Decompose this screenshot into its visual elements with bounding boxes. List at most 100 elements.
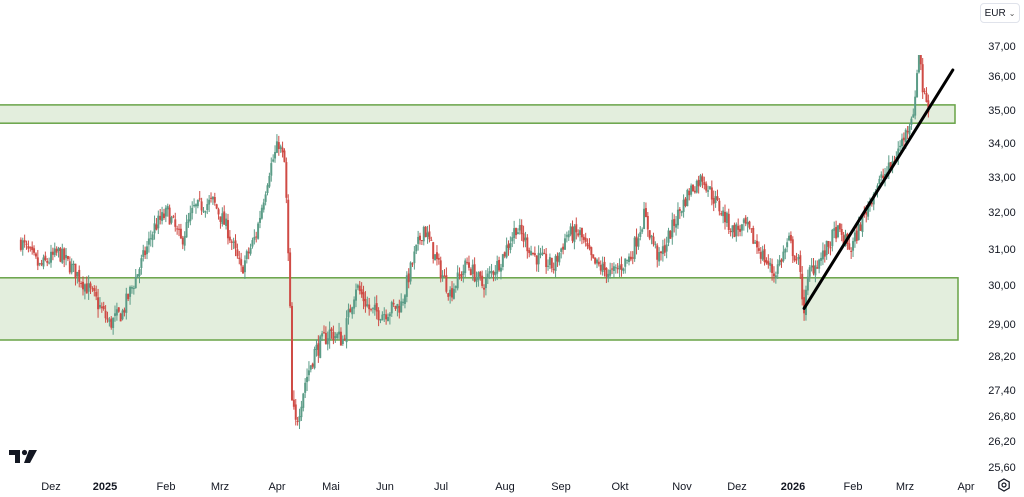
- tradingview-logo-icon: [9, 449, 37, 463]
- candle-body: [168, 207, 171, 225]
- candle-435: [838, 222, 841, 233]
- candle-body: [136, 274, 139, 278]
- candle-body: [575, 224, 578, 233]
- candle-body: [430, 239, 433, 241]
- candle-body: [825, 240, 828, 256]
- candle-body: [718, 200, 721, 212]
- settings-gear-icon[interactable]: [997, 478, 1011, 492]
- x-tick-label: 2026: [781, 481, 805, 493]
- candle-body: [780, 259, 783, 263]
- x-tick-label: Okt: [611, 481, 628, 493]
- candle-body: [19, 239, 22, 250]
- candle-body: [483, 287, 486, 290]
- trendline-layer: [802, 68, 955, 310]
- candle-body: [835, 226, 838, 239]
- candle-226: [445, 267, 448, 294]
- currency-selector[interactable]: EUR ⌄: [980, 3, 1020, 23]
- candle-396: [765, 257, 768, 265]
- candle-body: [258, 217, 261, 223]
- candle-145: [292, 390, 295, 410]
- candle-body: [343, 338, 346, 340]
- y-tick-label: 26,20: [988, 436, 1016, 448]
- candle-body: [595, 259, 598, 264]
- candle-231: [454, 285, 457, 293]
- candle-300: [584, 232, 587, 247]
- candle-body: [281, 147, 284, 153]
- candle-body: [494, 271, 497, 276]
- candle-body: [648, 230, 651, 239]
- candle-274: [535, 255, 538, 272]
- candle-243: [477, 271, 480, 287]
- candle-106: [219, 216, 222, 229]
- candle-222: [437, 253, 440, 265]
- candle-320: [622, 267, 625, 274]
- candle-357: [692, 184, 695, 192]
- candle-body: [119, 313, 122, 322]
- candle-body: [897, 148, 900, 159]
- candle-body: [341, 339, 344, 345]
- candle-body: [720, 213, 723, 215]
- candle-267: [522, 225, 525, 248]
- candle-434: [836, 224, 839, 239]
- candle-79: [168, 204, 171, 225]
- candle-258: [505, 237, 508, 259]
- candle-54: [121, 308, 124, 321]
- candle-body: [699, 175, 702, 186]
- candle-25: [66, 255, 69, 262]
- candle-381: [737, 218, 740, 237]
- candle-body: [757, 248, 760, 251]
- candle-24: [65, 247, 68, 266]
- currency-label: EUR: [984, 7, 1006, 19]
- candle-body: [106, 318, 109, 320]
- candle-419: [808, 264, 811, 282]
- candle-362: [701, 173, 704, 189]
- candle-body: [708, 186, 711, 190]
- candle-39: [93, 285, 96, 297]
- candle-body: [146, 246, 149, 255]
- candle-body: [852, 241, 855, 251]
- candle-329: [639, 226, 642, 241]
- candle-body: [460, 274, 463, 277]
- candle-body: [313, 349, 316, 369]
- candle-210: [415, 244, 418, 255]
- candle-87: [183, 231, 186, 251]
- candle-327: [635, 228, 638, 255]
- candle-body: [50, 251, 52, 263]
- candle-body: [829, 247, 832, 249]
- candle-body: [272, 159, 275, 162]
- candle-body: [917, 54, 920, 73]
- candle-240: [471, 259, 474, 281]
- candle-body: [87, 283, 90, 292]
- candle-body: [676, 209, 679, 226]
- candle-body: [597, 261, 600, 265]
- candle-50: [114, 305, 117, 322]
- candle-66: [144, 246, 147, 259]
- candle-176: [351, 306, 354, 319]
- candle-181: [360, 282, 363, 298]
- candle-body: [827, 241, 830, 247]
- candle-309: [601, 256, 604, 276]
- candle-body: [411, 263, 414, 265]
- x-tick-label: Feb: [157, 481, 176, 493]
- candle-236: [464, 258, 467, 278]
- candle-body: [287, 199, 290, 254]
- candle-body: [400, 301, 403, 313]
- candle-body: [701, 176, 704, 182]
- candle-330: [641, 227, 644, 234]
- candle-body: [353, 299, 356, 309]
- candle-body: [469, 269, 472, 276]
- candle-469: [902, 132, 905, 148]
- candle-281: [548, 253, 551, 270]
- candle-body: [349, 308, 352, 313]
- candle-407: [786, 238, 789, 253]
- candle-body: [402, 301, 405, 303]
- candle-body: [838, 223, 841, 230]
- candle-body: [530, 251, 533, 256]
- candle-143: [289, 247, 292, 309]
- candle-134: [272, 154, 275, 163]
- x-tick-label: Sep: [551, 481, 571, 493]
- candle-body: [174, 219, 177, 227]
- candle-body: [61, 248, 64, 263]
- candle-body: [377, 310, 380, 321]
